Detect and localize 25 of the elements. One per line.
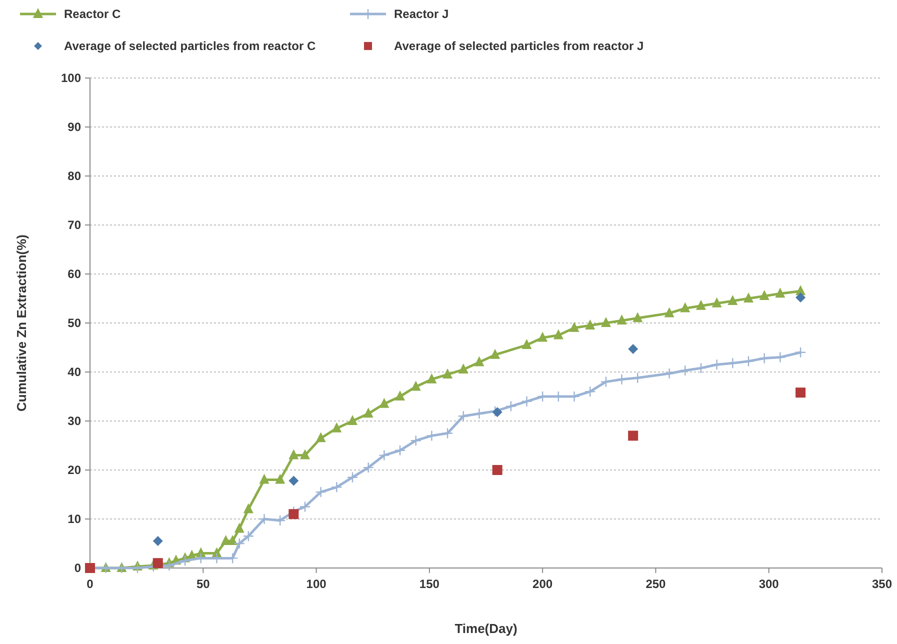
y-tick-label: 10 [68,512,82,526]
y-tick-label: 80 [68,169,82,183]
legend-label: Reactor J [394,7,449,21]
y-tick-label: 40 [68,365,82,379]
legend-label: Average of selected particles from reactor J [394,39,644,53]
x-tick-label: 250 [646,577,666,591]
y-tick-label: 70 [68,218,82,232]
y-tick-label: 100 [60,71,82,85]
x-tick-label: 50 [196,577,210,591]
x-tick-label: 300 [758,577,780,591]
x-tick-label: 350 [872,577,892,591]
x-tick-label: 100 [306,577,327,591]
y-tick-label: 90 [68,120,82,134]
y-tick-label: 60 [68,267,82,281]
y-tick-label: 50 [68,316,82,330]
x-tick-label: 0 [86,577,94,591]
x-tick-label: 200 [532,577,553,591]
x-axis-title: Time(Day) [454,621,518,636]
y-axis-title: Cumulative Zn Extraction(%) [14,234,29,412]
y-tick-label: 0 [74,561,82,575]
y-tick-label: 20 [68,463,82,477]
x-tick-label: 150 [419,577,440,591]
legend-label: Average of selected particles from reactor C [64,39,316,53]
legend-label: Reactor C [64,7,122,21]
y-tick-label: 30 [68,414,82,428]
